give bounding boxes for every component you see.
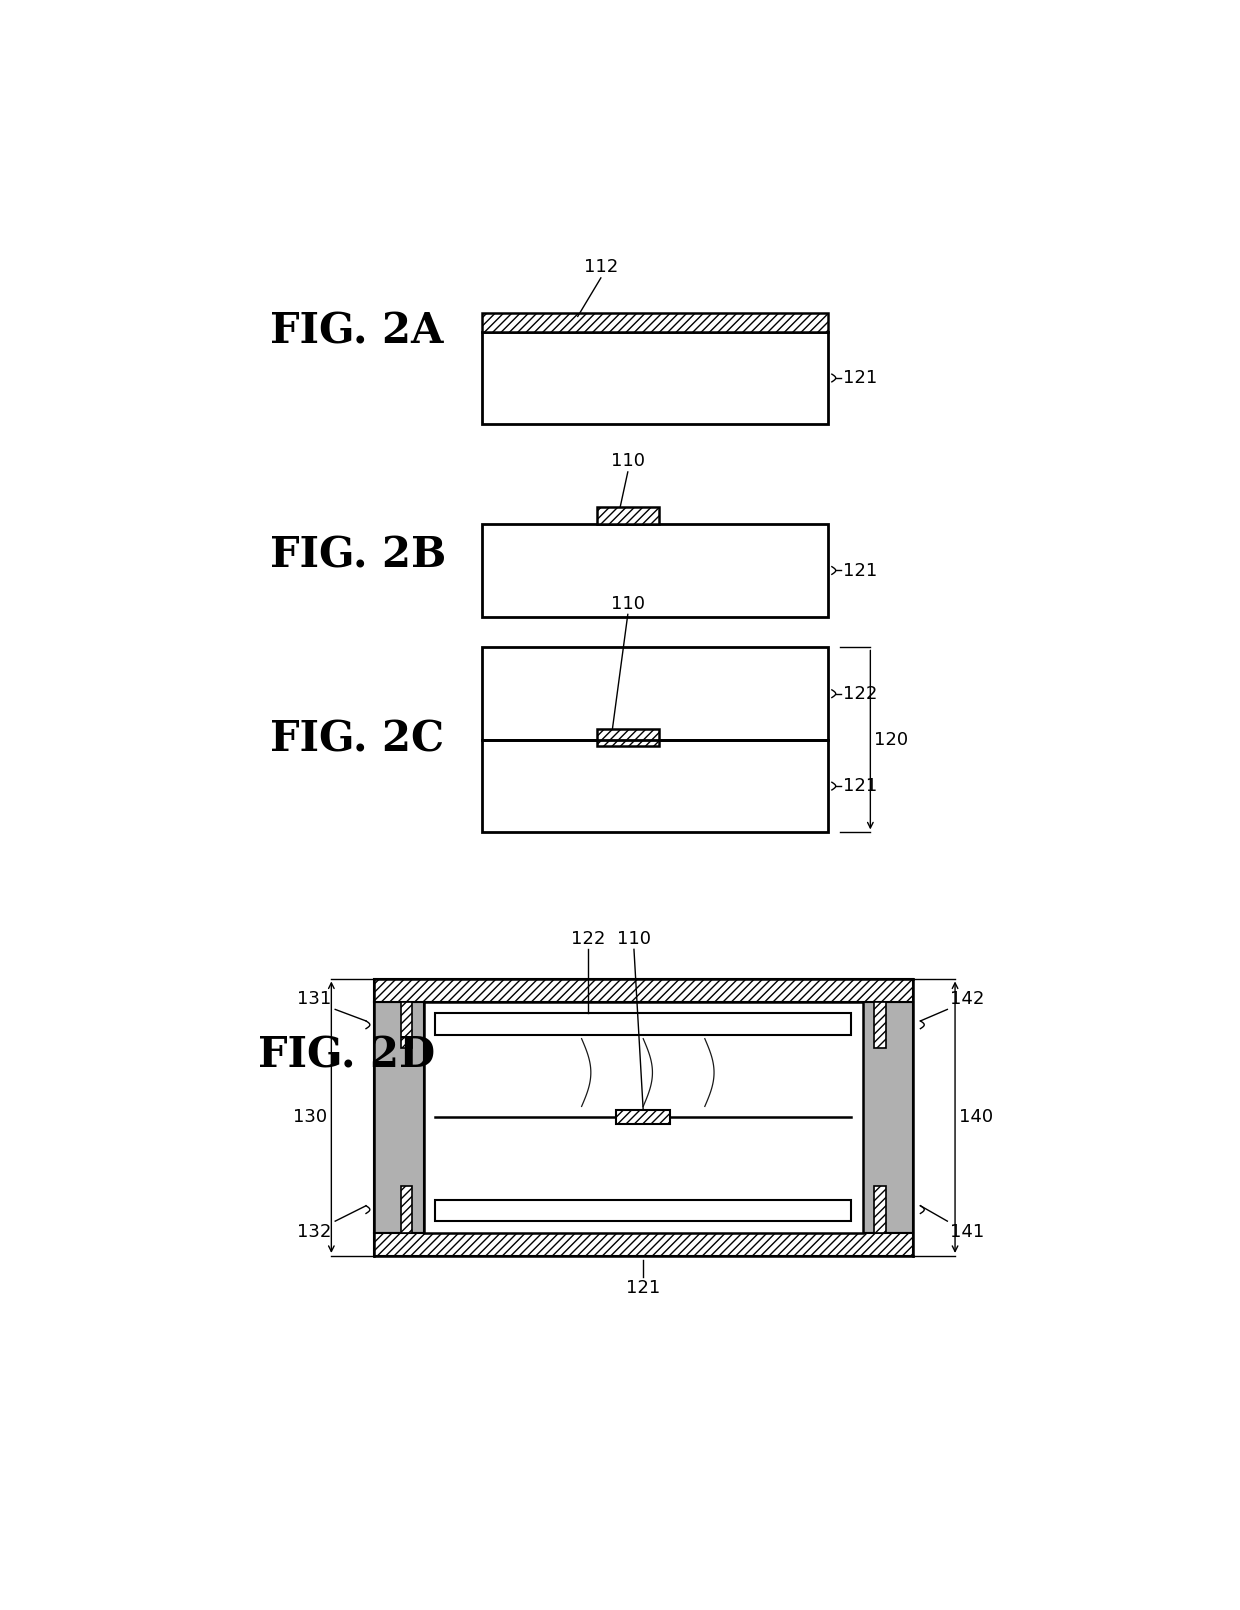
Bar bbox=[481, 525, 828, 617]
Text: FIG. 2D: FIG. 2D bbox=[258, 1035, 435, 1077]
Text: 142: 142 bbox=[950, 990, 985, 1008]
Text: 131: 131 bbox=[298, 990, 331, 1008]
Text: FIG. 2B: FIG. 2B bbox=[270, 535, 446, 576]
Bar bbox=[616, 1111, 670, 1124]
Text: 141: 141 bbox=[950, 1222, 983, 1241]
Text: 120: 120 bbox=[874, 731, 909, 749]
Text: 122: 122 bbox=[570, 931, 605, 948]
Text: FIG. 2C: FIG. 2C bbox=[270, 720, 444, 762]
Text: 121: 121 bbox=[843, 369, 878, 386]
Bar bbox=[373, 979, 913, 1001]
Text: 121: 121 bbox=[626, 1278, 661, 1298]
Bar bbox=[874, 1001, 885, 1048]
Bar bbox=[401, 1187, 412, 1233]
Bar bbox=[481, 312, 828, 332]
Bar bbox=[373, 1001, 424, 1233]
Bar bbox=[874, 1187, 885, 1233]
Bar bbox=[435, 1199, 851, 1220]
Text: 122: 122 bbox=[843, 684, 878, 702]
Text: 132: 132 bbox=[296, 1222, 331, 1241]
Bar bbox=[424, 1001, 863, 1233]
Bar bbox=[373, 1233, 913, 1256]
Text: 121: 121 bbox=[843, 778, 878, 795]
Text: 121: 121 bbox=[843, 562, 878, 580]
Text: 130: 130 bbox=[294, 1108, 327, 1127]
Bar bbox=[481, 332, 828, 423]
Bar bbox=[596, 507, 658, 525]
Bar bbox=[596, 729, 658, 745]
Bar bbox=[481, 647, 828, 741]
Text: 110: 110 bbox=[611, 594, 645, 613]
Text: 110: 110 bbox=[618, 931, 651, 948]
Text: 140: 140 bbox=[959, 1108, 993, 1127]
Bar bbox=[401, 1001, 412, 1048]
Text: 110: 110 bbox=[611, 452, 645, 470]
Bar bbox=[435, 1013, 851, 1035]
Text: 112: 112 bbox=[584, 258, 618, 277]
Bar bbox=[481, 741, 828, 832]
Bar bbox=[863, 1001, 913, 1233]
Text: FIG. 2A: FIG. 2A bbox=[270, 311, 443, 353]
